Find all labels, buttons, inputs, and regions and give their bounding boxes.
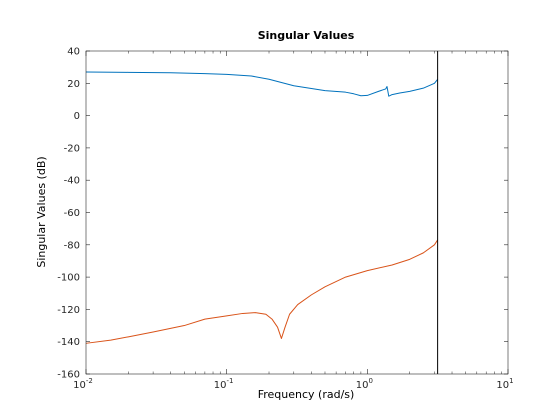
y-tick-label: -100 <box>57 273 80 284</box>
plot-area <box>86 51 508 374</box>
series-group <box>85 71 439 344</box>
series-line-2 <box>85 239 439 344</box>
x-axis-label: Frequency (rad/s) <box>258 388 355 401</box>
x-tick-label: 10-2 <box>73 377 93 391</box>
y-axis-label: Singular Values (dB) <box>35 156 48 267</box>
y-tick-label: -140 <box>57 337 80 348</box>
y-tick-label: -40 <box>64 176 80 187</box>
x-axis-ticks: 10-2 10-1 100 101 <box>73 51 514 391</box>
y-tick-label: 40 <box>67 47 80 58</box>
x-tick-label: 101 <box>496 377 513 391</box>
x-tick-label: 10-1 <box>214 377 234 391</box>
y-tick-label: -120 <box>57 305 80 316</box>
y-axis-ticks: 40 20 0 -20 -40 -60 -80 -100 -120 -140 -160 <box>57 47 508 381</box>
y-tick-label: -20 <box>64 143 80 154</box>
chart-title: Singular Values <box>258 29 355 42</box>
y-tick-label: -160 <box>57 370 80 381</box>
series-line-1 <box>85 71 439 97</box>
x-tick-label: 100 <box>356 377 373 391</box>
y-tick-label: 0 <box>74 111 80 122</box>
y-tick-label: 20 <box>67 79 80 90</box>
y-tick-label: -80 <box>64 240 80 251</box>
y-tick-label: -60 <box>64 208 80 219</box>
